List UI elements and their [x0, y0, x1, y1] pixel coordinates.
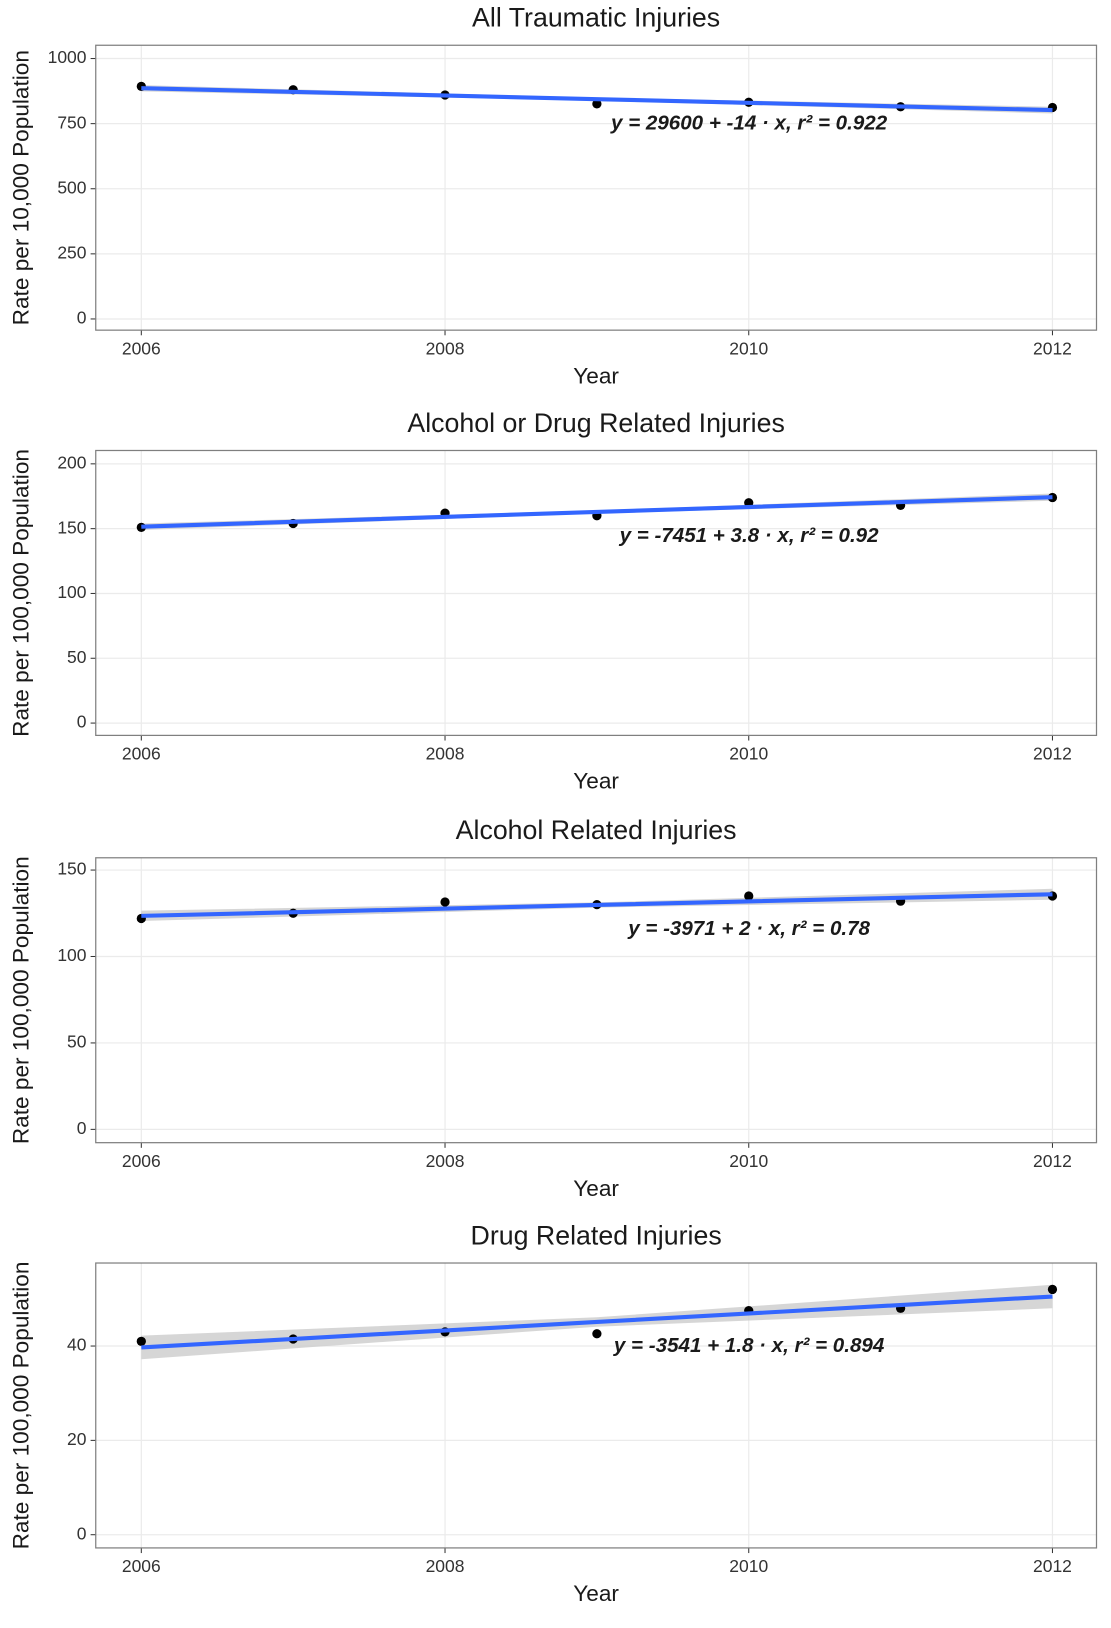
- y-axis-title: Rate per 100,000 Population: [9, 449, 34, 737]
- plot-border: [95, 449, 1098, 737]
- equation-annotation: y = -7451 + 3.8 · x, r² = 0.92: [619, 524, 879, 547]
- y-axis-title: Rate per 100,000 Population: [9, 856, 34, 1144]
- x-tick-label: 2006: [122, 1556, 161, 1576]
- x-axis-title: Year: [573, 1581, 619, 1606]
- y-tick-label: 20: [67, 1429, 87, 1449]
- equation-annotation: y = -3971 + 2 · x, r² = 0.78: [627, 917, 870, 940]
- chart-panel: Alcohol Related Injuries 0 50 100 150 2006 200…: [9, 815, 1098, 1201]
- y-tick-label: 200: [57, 452, 86, 472]
- y-tick-label: 150: [57, 517, 86, 537]
- chart-title: Drug Related Injuries: [471, 1220, 722, 1250]
- data-point: [1047, 1284, 1058, 1295]
- data-point: [440, 897, 450, 907]
- x-axis-title: Year: [573, 769, 619, 794]
- x-tick-label: 2010: [729, 1556, 768, 1576]
- trend-line: [141, 1294, 1053, 1350]
- data-point: [592, 1329, 602, 1339]
- y-axis-title: Rate per 100,000 Population: [9, 1262, 34, 1550]
- chart-title: Alcohol or Drug Related Injuries: [407, 408, 784, 438]
- plot-border: [95, 1262, 1098, 1549]
- equation-annotation: y = -3541 + 1.8 · x, r² = 0.894: [613, 1334, 885, 1357]
- x-tick-label: 2012: [1033, 1556, 1072, 1576]
- x-tick-label: 2010: [729, 1151, 768, 1171]
- chart-panel: Drug Related Injuries 0 20 40 2006 2008 2010 20…: [9, 1220, 1098, 1606]
- data-point: [136, 1336, 146, 1346]
- y-tick-label: 50: [67, 647, 87, 667]
- x-axis-title: Year: [573, 1176, 619, 1201]
- y-tick-label: 0: [77, 308, 87, 328]
- trend-line: [141, 86, 1053, 113]
- y-tick-label: 50: [67, 1032, 87, 1052]
- y-tick-label: 250: [57, 242, 86, 262]
- x-tick-label: 2008: [426, 1151, 465, 1171]
- x-tick-label: 2010: [729, 744, 768, 764]
- y-tick-label: 150: [57, 859, 86, 879]
- x-tick-label: 2006: [122, 744, 161, 764]
- y-tick-label: 40: [67, 1335, 87, 1355]
- chart-panel: Alcohol or Drug Related Injuries 0 50 100 15…: [9, 408, 1098, 794]
- y-tick-label: 750: [57, 112, 86, 132]
- equation-annotation: y = 29600 + -14 · x, r² = 0.922: [610, 111, 888, 134]
- x-tick-label: 2006: [122, 338, 161, 358]
- plot-border: [95, 44, 1098, 331]
- y-tick-label: 0: [77, 712, 87, 732]
- x-tick-label: 2006: [122, 1151, 161, 1171]
- trend-line: [141, 495, 1053, 529]
- x-tick-label: 2012: [1033, 744, 1072, 764]
- chart-panel: All Traumatic Injuries 0 250 500 750 1000 2006…: [9, 3, 1098, 388]
- data-point: [592, 99, 602, 109]
- x-tick-label: 2008: [426, 1556, 465, 1576]
- chart-title: All Traumatic Injuries: [472, 3, 720, 33]
- x-axis-title: Year: [573, 363, 619, 388]
- y-tick-label: 0: [77, 1118, 87, 1138]
- x-tick-label: 2008: [426, 744, 465, 764]
- chart-title: Alcohol Related Injuries: [456, 815, 737, 845]
- x-tick-label: 2008: [426, 338, 465, 358]
- y-tick-label: 0: [77, 1523, 87, 1543]
- x-tick-label: 2012: [1033, 338, 1072, 358]
- x-tick-label: 2012: [1033, 1151, 1072, 1171]
- data-point: [744, 891, 754, 901]
- trend-line: [141, 892, 1053, 918]
- y-tick-label: 100: [57, 945, 86, 965]
- y-axis-title: Rate per 10,000 Population: [9, 50, 34, 325]
- x-tick-label: 2010: [729, 338, 768, 358]
- y-tick-label: 1000: [48, 47, 87, 67]
- plot-border: [95, 857, 1098, 1144]
- y-tick-label: 100: [57, 582, 86, 602]
- y-tick-label: 500: [57, 177, 86, 197]
